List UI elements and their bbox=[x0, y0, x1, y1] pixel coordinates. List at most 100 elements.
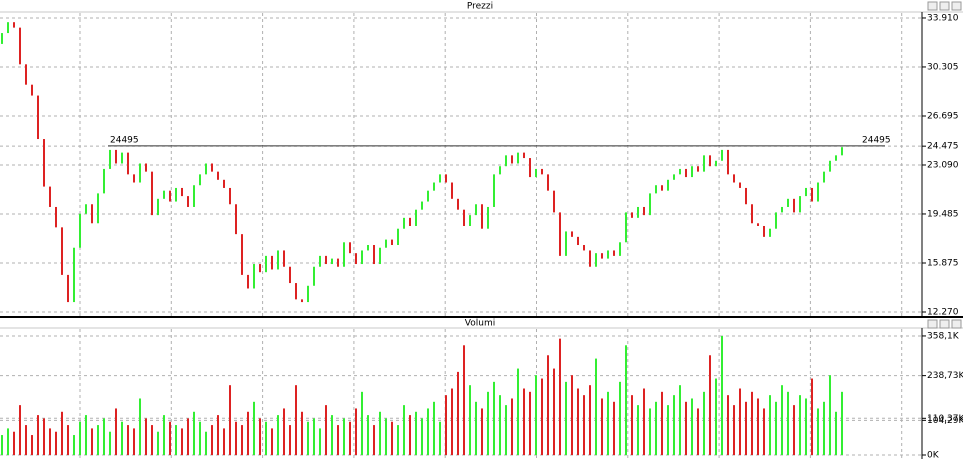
volume-bar bbox=[541, 378, 543, 455]
volume-bar bbox=[7, 428, 9, 455]
volume-bar bbox=[409, 415, 411, 455]
close-button[interactable] bbox=[951, 1, 962, 11]
candle bbox=[67, 274, 69, 303]
volume-bar bbox=[349, 421, 351, 455]
maximize-button[interactable] bbox=[939, 1, 950, 11]
volume-bar bbox=[709, 355, 711, 455]
close-button[interactable] bbox=[951, 319, 962, 329]
volume-bar bbox=[613, 401, 615, 455]
volume-bar bbox=[451, 388, 453, 455]
candle bbox=[655, 185, 657, 194]
candle bbox=[409, 217, 411, 226]
volume-bar bbox=[799, 395, 801, 455]
candle bbox=[763, 225, 765, 237]
candle bbox=[319, 255, 321, 267]
volume-bar bbox=[211, 425, 213, 455]
candle bbox=[397, 228, 399, 246]
volume-bar bbox=[337, 425, 339, 455]
volume-bar bbox=[793, 405, 795, 455]
volume-bar bbox=[733, 405, 735, 455]
candle bbox=[595, 253, 597, 267]
candle bbox=[679, 168, 681, 175]
volume-bar bbox=[289, 425, 291, 455]
candle bbox=[1, 33, 3, 44]
candle bbox=[619, 242, 621, 256]
candle bbox=[205, 163, 207, 175]
candle bbox=[481, 204, 483, 229]
volume-bar bbox=[487, 391, 489, 455]
candle bbox=[271, 255, 273, 270]
volume-bar bbox=[595, 358, 597, 455]
candle bbox=[187, 196, 189, 207]
candle bbox=[19, 27, 21, 65]
volume-bar bbox=[583, 395, 585, 455]
candle bbox=[31, 84, 33, 96]
volume-bar bbox=[703, 391, 705, 455]
candle bbox=[565, 231, 567, 256]
minimize-button[interactable] bbox=[927, 1, 938, 11]
candle bbox=[667, 179, 669, 191]
candle bbox=[241, 234, 243, 275]
volume-bar bbox=[619, 381, 621, 455]
maximize-button[interactable] bbox=[939, 319, 950, 329]
candle bbox=[775, 212, 777, 229]
volume-bar bbox=[247, 411, 249, 455]
volume-title: Volumi bbox=[465, 319, 495, 329]
candle bbox=[421, 201, 423, 210]
candle bbox=[433, 182, 435, 191]
candle bbox=[499, 166, 501, 175]
candle bbox=[793, 198, 795, 213]
volume-bar bbox=[13, 431, 15, 455]
volume-bar bbox=[781, 385, 783, 455]
volume-bar bbox=[379, 411, 381, 455]
candle bbox=[463, 209, 465, 226]
volume-bar bbox=[523, 388, 525, 455]
y-tick-label: 110,37K bbox=[927, 414, 963, 424]
candle bbox=[757, 223, 759, 226]
candle bbox=[355, 253, 357, 265]
volume-bar bbox=[415, 411, 417, 455]
volume-bar bbox=[193, 411, 195, 455]
volume-bar bbox=[811, 378, 813, 455]
volume-bar bbox=[637, 405, 639, 455]
volume-bar bbox=[163, 415, 165, 455]
candle bbox=[343, 242, 345, 267]
candle bbox=[607, 250, 609, 259]
volume-bar bbox=[769, 395, 771, 455]
minimize-button[interactable] bbox=[927, 319, 938, 329]
candle bbox=[301, 299, 303, 303]
candle bbox=[313, 266, 315, 286]
volume-bar bbox=[61, 411, 63, 455]
volume-bar bbox=[433, 401, 435, 455]
candle bbox=[589, 250, 591, 267]
candle bbox=[727, 149, 729, 175]
candle bbox=[73, 247, 75, 303]
candle bbox=[493, 174, 495, 207]
candle bbox=[511, 155, 513, 164]
candle bbox=[439, 174, 441, 183]
volume-bar bbox=[403, 405, 405, 455]
candle bbox=[403, 217, 405, 229]
volume-bar bbox=[325, 405, 327, 455]
volume-bar bbox=[457, 371, 459, 455]
volume-bar bbox=[49, 428, 51, 455]
candle bbox=[487, 206, 489, 229]
y-tick-label: 12.270 bbox=[927, 307, 959, 317]
volume-bar bbox=[529, 391, 531, 455]
volume-bar bbox=[823, 401, 825, 455]
volume-bar bbox=[199, 421, 201, 455]
candle bbox=[571, 231, 573, 237]
candle bbox=[55, 206, 57, 228]
volume-bar bbox=[691, 398, 693, 455]
candle bbox=[145, 163, 147, 172]
candle bbox=[223, 179, 225, 188]
candle bbox=[649, 193, 651, 216]
candle bbox=[631, 212, 633, 218]
candle bbox=[445, 174, 447, 183]
volume-bar bbox=[1, 435, 3, 455]
volume-bar bbox=[253, 401, 255, 455]
candle bbox=[199, 174, 201, 186]
volume-bar bbox=[235, 421, 237, 455]
volume-bar bbox=[601, 398, 603, 455]
volume-bar bbox=[169, 421, 171, 455]
